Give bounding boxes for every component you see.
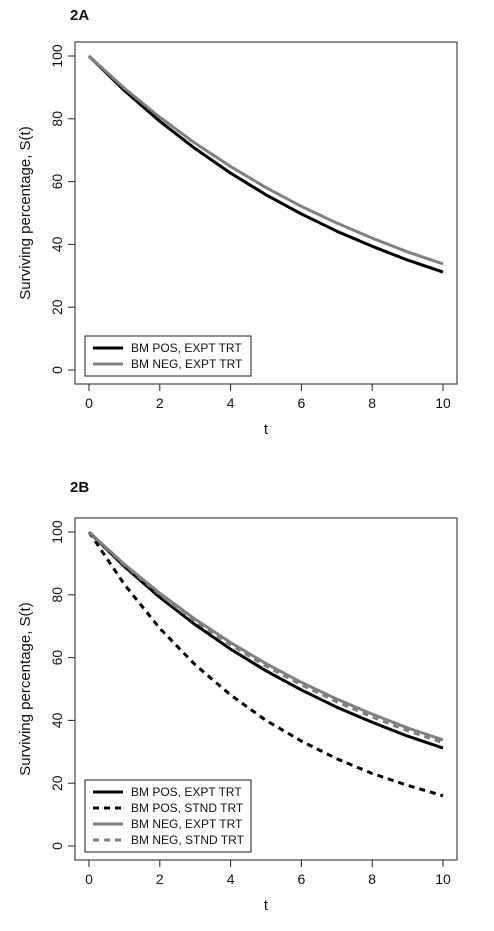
panel-label: 2A xyxy=(70,7,89,24)
x-tick-label: 2 xyxy=(156,395,164,411)
x-axis-title: t xyxy=(264,897,269,914)
legend-label: BM POS, STND TRT xyxy=(131,801,244,815)
y-tick-label: 100 xyxy=(49,44,65,68)
x-tick-label: 10 xyxy=(435,395,451,411)
legend-label: BM NEG, STND TRT xyxy=(131,833,245,847)
y-tick-label: 60 xyxy=(49,174,65,190)
legend-box xyxy=(84,335,252,377)
y-tick-label: 60 xyxy=(49,650,65,666)
y-tick-label: 40 xyxy=(49,236,65,252)
x-tick-label: 2 xyxy=(156,871,164,887)
y-tick-label: 20 xyxy=(49,299,65,315)
legend-label: BM NEG, EXPT TRT xyxy=(131,817,243,831)
y-tick-label: 0 xyxy=(49,366,65,374)
series-line-3 xyxy=(87,530,444,742)
series-line-4 xyxy=(87,530,444,745)
y-axis-title: Surviving percentage, S(t) xyxy=(17,602,34,775)
y-tick-label: 0 xyxy=(49,842,65,850)
legend-label: BM NEG, EXPT TRT xyxy=(131,357,243,371)
legend-label: BM POS, EXPT TRT xyxy=(131,785,242,799)
y-tick-label: 80 xyxy=(49,587,65,603)
x-tick-label: 4 xyxy=(227,871,235,887)
series-line-1 xyxy=(87,54,444,274)
plot-frame xyxy=(74,41,458,385)
x-tick-label: 0 xyxy=(85,871,93,887)
plot-frame xyxy=(74,517,458,861)
x-tick-label: 6 xyxy=(298,871,306,887)
x-tick-label: 10 xyxy=(435,871,451,887)
y-tick-label: 20 xyxy=(49,775,65,791)
y-tick-label: 40 xyxy=(49,712,65,728)
x-tick-label: 0 xyxy=(85,395,93,411)
y-tick-label: 80 xyxy=(49,111,65,127)
panel-label: 2B xyxy=(70,479,89,496)
y-tick-label: 100 xyxy=(49,520,65,544)
x-tick-label: 6 xyxy=(298,395,306,411)
series-line-2 xyxy=(87,531,444,798)
legend-label: BM POS, EXPT TRT xyxy=(131,341,242,355)
x-tick-label: 4 xyxy=(227,395,235,411)
series-line-2 xyxy=(87,54,444,266)
y-axis-title: Surviving percentage, S(t) xyxy=(17,126,34,299)
series-line-1 xyxy=(87,530,444,750)
x-tick-label: 8 xyxy=(368,395,376,411)
x-axis-title: t xyxy=(264,421,269,438)
x-tick-label: 8 xyxy=(368,871,376,887)
